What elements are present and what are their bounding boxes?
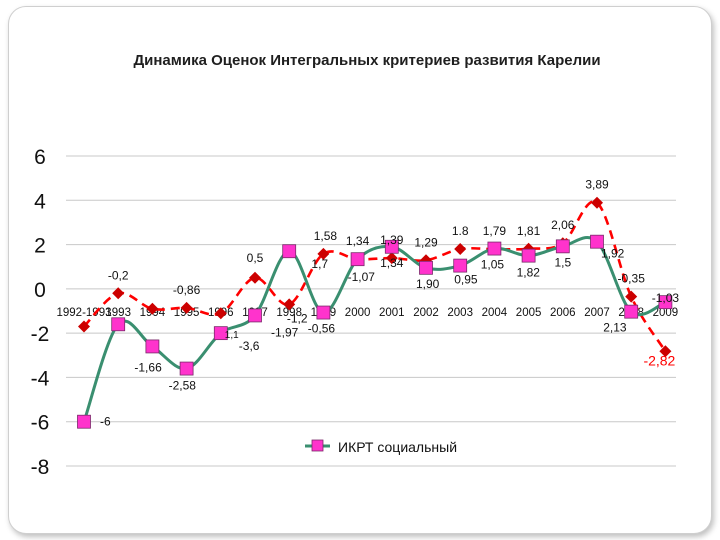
y-tick-label: -4 bbox=[31, 367, 50, 390]
data-label: 1,92 bbox=[601, 247, 625, 261]
slide-frame bbox=[8, 6, 712, 534]
data-point-diamond bbox=[283, 298, 296, 311]
data-label: -1,97 bbox=[271, 325, 299, 339]
data-label: 1,90 bbox=[416, 277, 440, 291]
data-label: 1,29 bbox=[414, 235, 438, 249]
data-label: 1,79 bbox=[483, 224, 507, 238]
x-tick-label: 2006 bbox=[550, 307, 576, 319]
data-label: -0,2 bbox=[108, 268, 129, 282]
data-point-diamond bbox=[317, 247, 330, 260]
y-tick-label: 4 bbox=[34, 190, 46, 213]
data-label: 1,39 bbox=[380, 233, 404, 247]
data-point-diamond bbox=[249, 271, 261, 284]
data-label: 1,82 bbox=[517, 266, 541, 280]
data-label: -0,86 bbox=[173, 283, 201, 297]
data-point-square bbox=[77, 414, 91, 429]
legend-marker bbox=[311, 439, 324, 452]
y-tick-label: -8 bbox=[31, 456, 50, 479]
data-label: 0,5 bbox=[247, 251, 264, 265]
y-axis-ticks: 6 4 2 0 -2 -4 -6 -8 bbox=[31, 146, 50, 479]
data-point-diamond bbox=[146, 302, 159, 315]
data-point-diamond bbox=[591, 196, 603, 209]
x-tick-label: 2009 bbox=[653, 307, 679, 319]
data-label: -1,2 bbox=[287, 311, 308, 325]
data-point-square bbox=[213, 326, 228, 341]
data-label: 1.8 bbox=[452, 224, 469, 238]
data-point-diamond bbox=[659, 345, 672, 358]
data-point-square bbox=[384, 239, 399, 254]
data-label: -1,66 bbox=[134, 360, 162, 374]
data-label: -2,82 bbox=[643, 352, 675, 368]
data-label: -3,6 bbox=[239, 339, 260, 353]
data-label: -2,58 bbox=[169, 379, 197, 393]
data-point-square bbox=[453, 258, 468, 273]
data-point-square bbox=[179, 361, 194, 376]
x-tick-label: 2005 bbox=[516, 307, 542, 319]
data-point-diamond bbox=[625, 290, 638, 303]
data-point-square bbox=[555, 239, 570, 254]
data-label: -6 bbox=[100, 415, 111, 429]
x-tick-label: 2000 bbox=[345, 307, 371, 319]
grid bbox=[66, 155, 676, 467]
data-point-square bbox=[248, 308, 262, 323]
data-label: 1,34 bbox=[380, 256, 404, 270]
chart-title: Динамика Оценок Интегральных критериев р… bbox=[133, 52, 601, 69]
x-tick-label: 2003 bbox=[447, 307, 473, 319]
data-label: 2,13 bbox=[603, 321, 627, 335]
data-label: -1,03 bbox=[652, 291, 680, 305]
data-label: -0,35 bbox=[618, 272, 646, 286]
data-point-diamond bbox=[214, 307, 227, 320]
data-point-diamond bbox=[112, 287, 125, 300]
x-tick-label: 1993 bbox=[105, 307, 131, 319]
data-label: 1,1 bbox=[225, 330, 239, 341]
data-point-square bbox=[658, 295, 673, 310]
x-tick-label: 2002 bbox=[413, 307, 439, 319]
data-labels: -6 -1,66 -2,58 -3,6 -1,97 -0,56 -1,07 1,34 1,90 0… bbox=[100, 178, 679, 429]
data-point-square bbox=[487, 241, 502, 256]
data-point-square bbox=[624, 304, 639, 319]
data-point-square bbox=[316, 305, 331, 320]
data-label: 1,05 bbox=[481, 258, 505, 272]
y-tick-label: 0 bbox=[34, 279, 46, 302]
legend: ИКРТ социальный bbox=[305, 439, 457, 455]
data-point-square bbox=[590, 234, 604, 249]
data-point-diamond bbox=[454, 243, 467, 255]
y-tick-label: -6 bbox=[31, 412, 50, 435]
x-tick-label: 1998 bbox=[276, 307, 302, 319]
data-label: 2,06 bbox=[551, 218, 575, 232]
data-label: 1,34 bbox=[346, 234, 370, 248]
legend-label: ИКРТ социальный bbox=[338, 439, 457, 455]
x-tick-label: 2007 bbox=[584, 307, 610, 319]
x-tick-label: 2004 bbox=[482, 307, 508, 319]
y-tick-label: 6 bbox=[34, 146, 46, 169]
data-label: 1,7 bbox=[311, 257, 328, 271]
data-label: 0,95 bbox=[454, 273, 478, 287]
data-point-square bbox=[111, 317, 126, 332]
data-point-square bbox=[145, 339, 160, 354]
data-point-square bbox=[350, 252, 365, 267]
data-label: 1,81 bbox=[517, 224, 541, 238]
x-tick-label: 1992-1993 bbox=[57, 307, 112, 319]
series-line-green bbox=[82, 236, 667, 423]
y-tick-label: 2 bbox=[34, 235, 46, 258]
data-label: -0,56 bbox=[308, 322, 336, 336]
series-markers bbox=[77, 196, 673, 429]
data-point-square bbox=[521, 248, 536, 263]
data-point-diamond bbox=[385, 252, 398, 265]
data-label: 1,5 bbox=[554, 255, 571, 269]
data-label: 1,58 bbox=[314, 229, 338, 243]
data-point-diamond bbox=[78, 320, 90, 333]
data-point-square bbox=[419, 260, 433, 275]
data-label: -1,07 bbox=[348, 270, 376, 284]
x-tick-label: 2001 bbox=[379, 307, 405, 319]
data-label: 3,89 bbox=[585, 178, 609, 192]
data-point-diamond bbox=[180, 301, 193, 314]
data-point-square bbox=[282, 244, 297, 259]
y-tick-label: -2 bbox=[31, 323, 50, 346]
